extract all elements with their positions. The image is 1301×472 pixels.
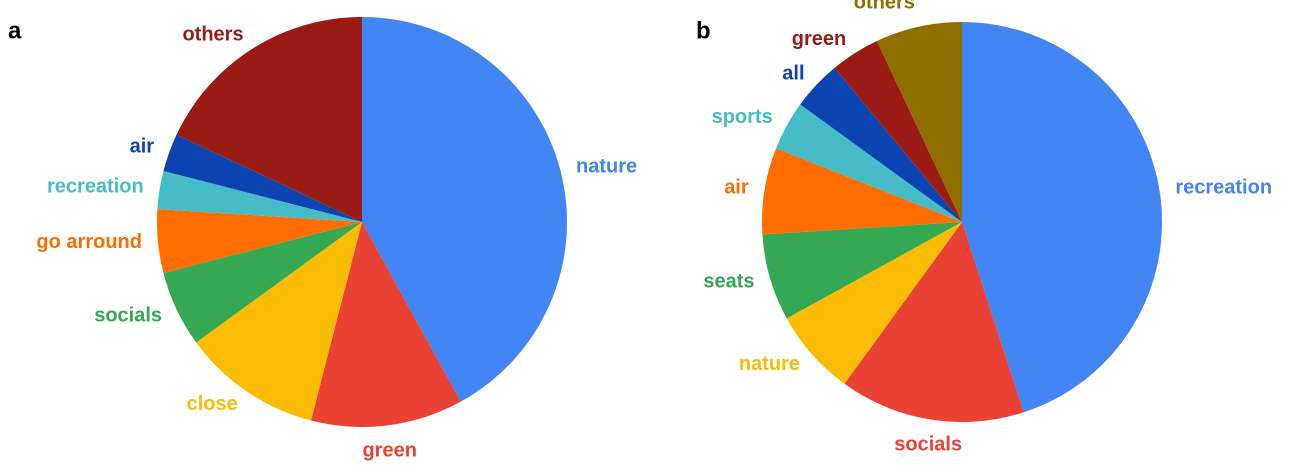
slice-label: air xyxy=(724,176,749,198)
slice-label: socials xyxy=(94,304,162,326)
panel-label: a xyxy=(8,17,22,44)
pie-slice xyxy=(776,104,962,222)
pie-slice xyxy=(834,41,962,222)
slice-label: all xyxy=(782,62,804,84)
pie-slice xyxy=(362,17,567,402)
pie-slice xyxy=(196,222,362,421)
pie-slice xyxy=(157,171,362,222)
pie-slice xyxy=(157,209,362,273)
slice-label: others xyxy=(854,0,915,13)
slice-label: close xyxy=(187,393,238,415)
slice-label: green xyxy=(362,440,416,462)
panel-label: b xyxy=(696,17,711,44)
slice-label: nature xyxy=(739,353,800,375)
pie-slice xyxy=(762,222,962,319)
pie-slice xyxy=(163,222,362,343)
slice-label: nature xyxy=(576,155,637,177)
slice-label: air xyxy=(130,135,155,157)
pie-slice xyxy=(800,67,962,222)
slice-label: sports xyxy=(712,106,773,128)
pie-slice xyxy=(311,222,461,427)
pie-slice xyxy=(844,222,1024,423)
pie-slice xyxy=(176,17,362,222)
slice-label: recreation xyxy=(47,176,144,198)
slice-label: green xyxy=(792,28,846,50)
pie-slice xyxy=(163,134,362,222)
pie-slice xyxy=(786,222,962,384)
slice-label: recreation xyxy=(1175,176,1272,198)
pie-slice xyxy=(762,148,962,235)
pie-slice xyxy=(876,22,962,222)
slice-label: go arround xyxy=(36,231,142,253)
pie-slice xyxy=(962,22,1162,413)
slice-label: seats xyxy=(703,271,754,293)
slice-label: socials xyxy=(894,434,962,456)
slice-label: others xyxy=(182,24,243,46)
